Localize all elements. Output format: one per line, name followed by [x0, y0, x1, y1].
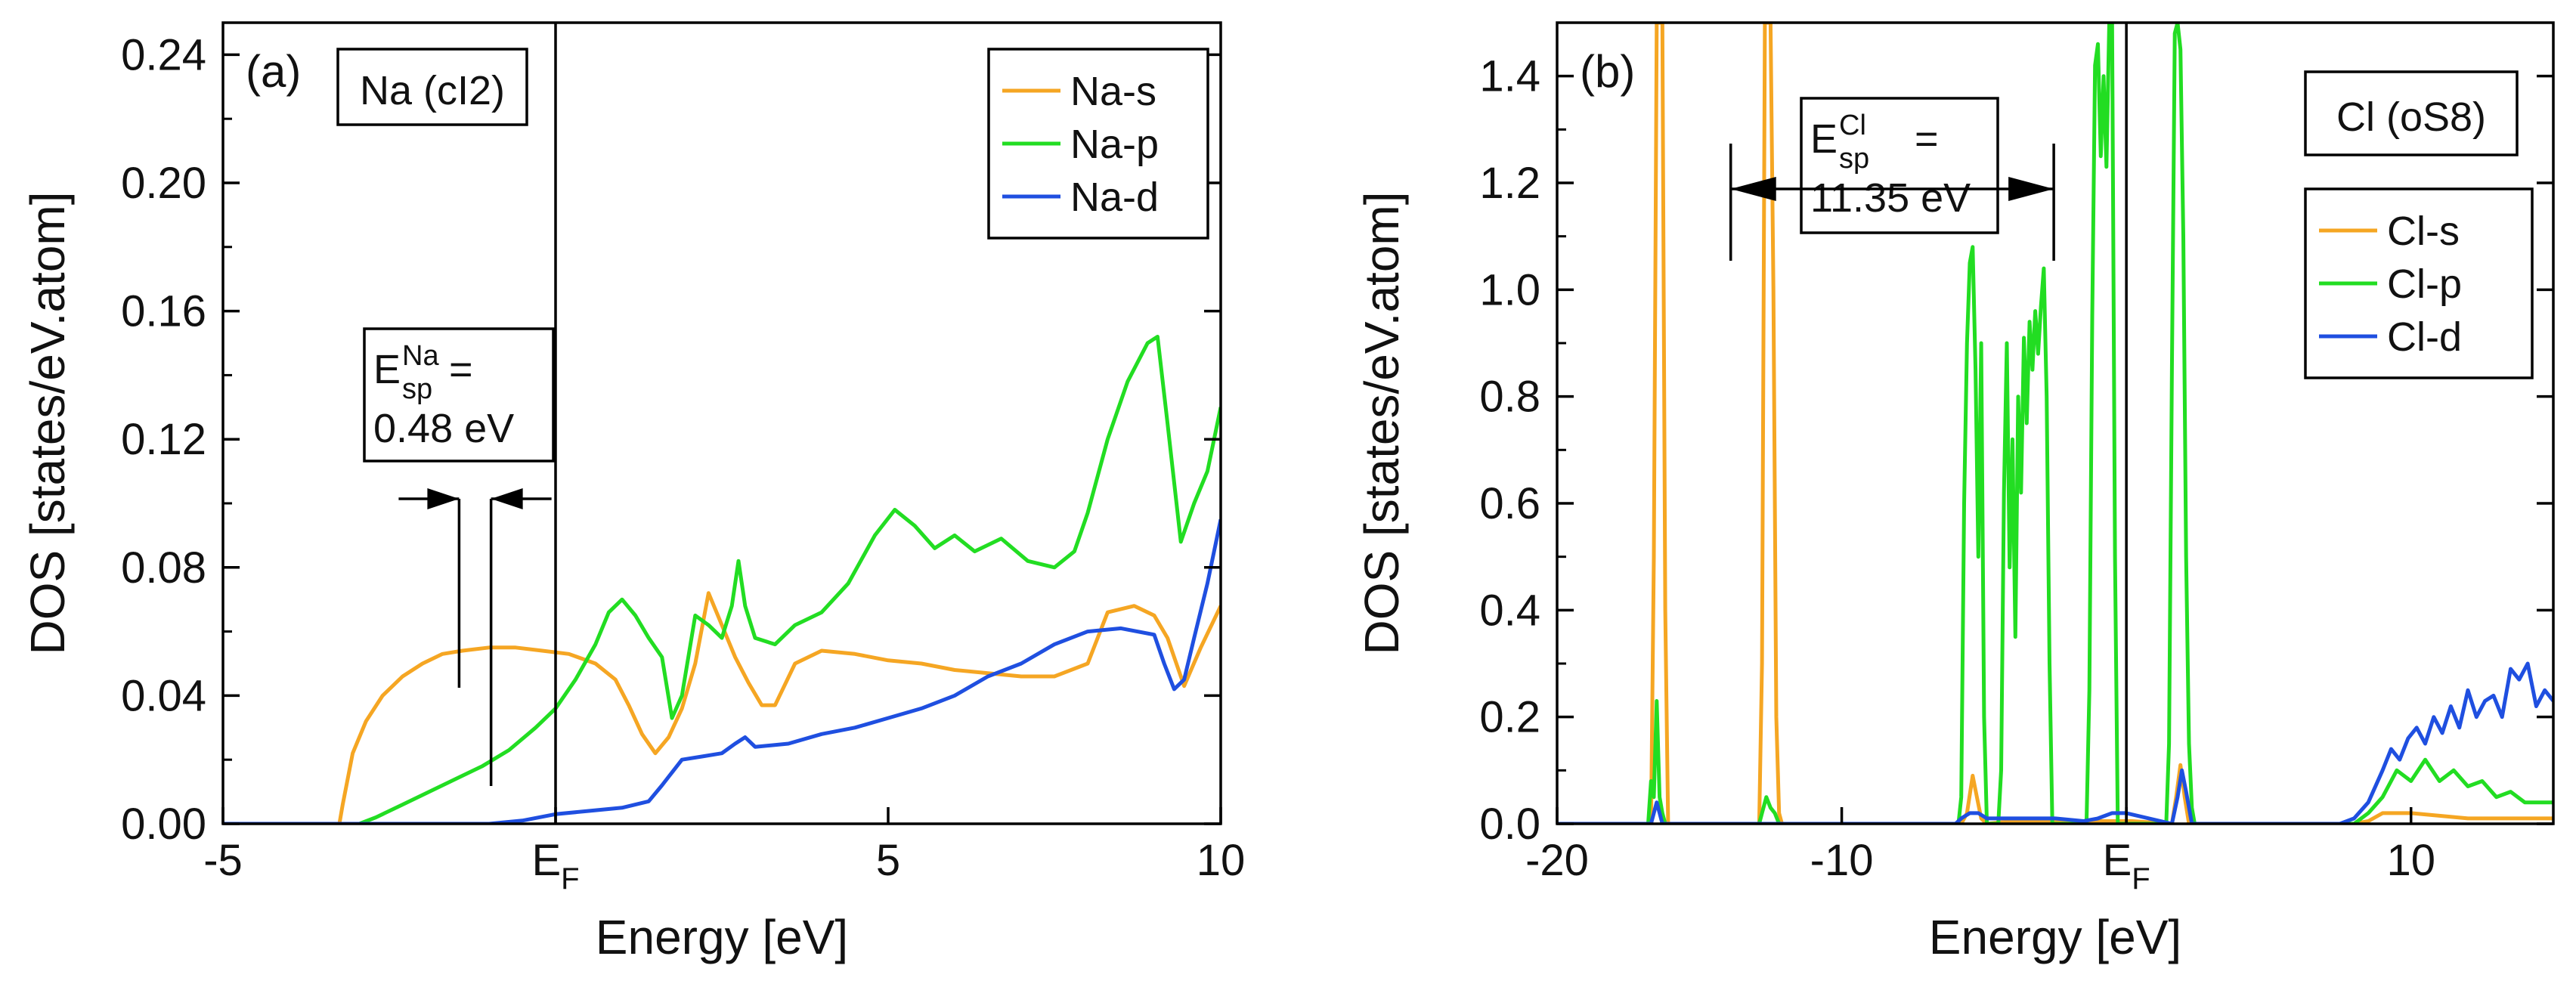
gap-symbol: E — [373, 347, 401, 392]
legend-label: Cl-s — [2387, 209, 2460, 254]
gap-equals: = — [449, 347, 473, 392]
gap-box — [363, 327, 555, 463]
x-tick-label: 5 — [876, 836, 900, 885]
gap-superscript: Na — [402, 340, 439, 372]
x-tick-label-fermi: EF — [2103, 836, 2150, 896]
fermi-subscript: F — [561, 862, 579, 896]
y-tick-label: 0.24 — [121, 30, 206, 79]
series-line-na-p — [223, 335, 1221, 824]
x-tick-label: -20 — [1525, 836, 1589, 885]
panel-label: (b) — [1580, 46, 1635, 97]
plot-frame — [1556, 21, 2555, 825]
series-group — [1557, 23, 2553, 824]
gap-arrow-left-head — [1730, 177, 1776, 201]
plot-frame — [221, 21, 1222, 825]
y-tick-label: 0.08 — [121, 543, 206, 593]
gap-value: 11.35 eV — [1810, 175, 1971, 221]
fermi-symbol: E — [2103, 836, 2132, 885]
y-tick-label: 0.8 — [1479, 373, 1540, 422]
y-tick-label: 0.04 — [121, 671, 206, 720]
x-tick-label-fermi: EF — [531, 836, 579, 896]
gap-subscript: sp — [402, 373, 432, 405]
series-line-cl-d — [1557, 661, 2553, 824]
y-tick-label: 1.0 — [1479, 265, 1540, 314]
legend-label: Cl-p — [2387, 261, 2462, 307]
x-axis-title: Energy [eV] — [596, 910, 848, 964]
series-line-na-s — [223, 591, 1221, 824]
panel-label: (a) — [246, 46, 301, 97]
x-tick-label: -10 — [1810, 836, 1874, 885]
y-tick-label: 1.4 — [1479, 52, 1540, 101]
y-axis-title: DOS [states/eV.atom] — [20, 191, 75, 654]
gap-box — [1800, 97, 1999, 234]
legend-label: Na-d — [1070, 175, 1159, 220]
y-axis-title: DOS [states/eV.atom] — [1355, 191, 1409, 654]
y-tick-label: 0.0 — [1479, 800, 1540, 849]
x-tick-label: -5 — [203, 836, 243, 885]
gap-symbol-e: E — [1810, 116, 1838, 162]
legend-label: Cl-d — [2387, 314, 2462, 360]
series-line-cl-p — [1557, 23, 2553, 824]
legend-label: Na-s — [1070, 69, 1156, 114]
y-tick-label: 0.12 — [121, 415, 206, 464]
y-tick-label: 0.16 — [121, 287, 206, 336]
series-group — [223, 335, 1221, 824]
y-tick-label: 0.20 — [121, 159, 206, 208]
structure-box — [2304, 70, 2519, 156]
gap-arrow-left-head — [427, 488, 460, 509]
structure-label: Cl (oS8) — [2336, 94, 2486, 140]
gap-superscript: Cl — [1839, 110, 1866, 141]
gap-symbol: E — [1810, 116, 1838, 162]
gap-arrow-right-head — [491, 488, 523, 509]
y-tick-label: 1.2 — [1479, 159, 1540, 208]
gap-equals: = — [1915, 116, 1939, 162]
legend-box — [987, 48, 1209, 240]
x-tick-label: 10 — [1197, 836, 1246, 885]
gap-arrow-right-head — [2008, 177, 2054, 201]
legend-label: Na-p — [1070, 122, 1159, 167]
structure-label: Na (cI2) — [360, 68, 505, 113]
x-tick-label: 10 — [2386, 836, 2435, 885]
series-line-na-d — [223, 518, 1221, 824]
y-tick-label: 0.2 — [1479, 693, 1540, 742]
panel-a: 0.000.040.080.120.160.200.24-5 EF 5 10Energ… — [20, 21, 1246, 964]
gap-subscript: sp — [1839, 143, 1869, 175]
x-axis-title: Energy [eV] — [1929, 910, 2181, 964]
y-tick-label: 0.00 — [121, 800, 206, 849]
panel-b: 0.00.20.40.60.81.01.21.4-20 -10 EF 10Energy… — [1355, 21, 2555, 964]
fermi-subscript: F — [2132, 862, 2150, 896]
structure-box — [336, 48, 528, 126]
gap-value: 0.48 eV — [373, 406, 514, 451]
gap-symbol-e: E — [373, 347, 401, 392]
fermi-symbol: E — [531, 836, 561, 885]
y-tick-label: 0.4 — [1479, 586, 1540, 635]
y-tick-label: 0.6 — [1479, 479, 1540, 528]
